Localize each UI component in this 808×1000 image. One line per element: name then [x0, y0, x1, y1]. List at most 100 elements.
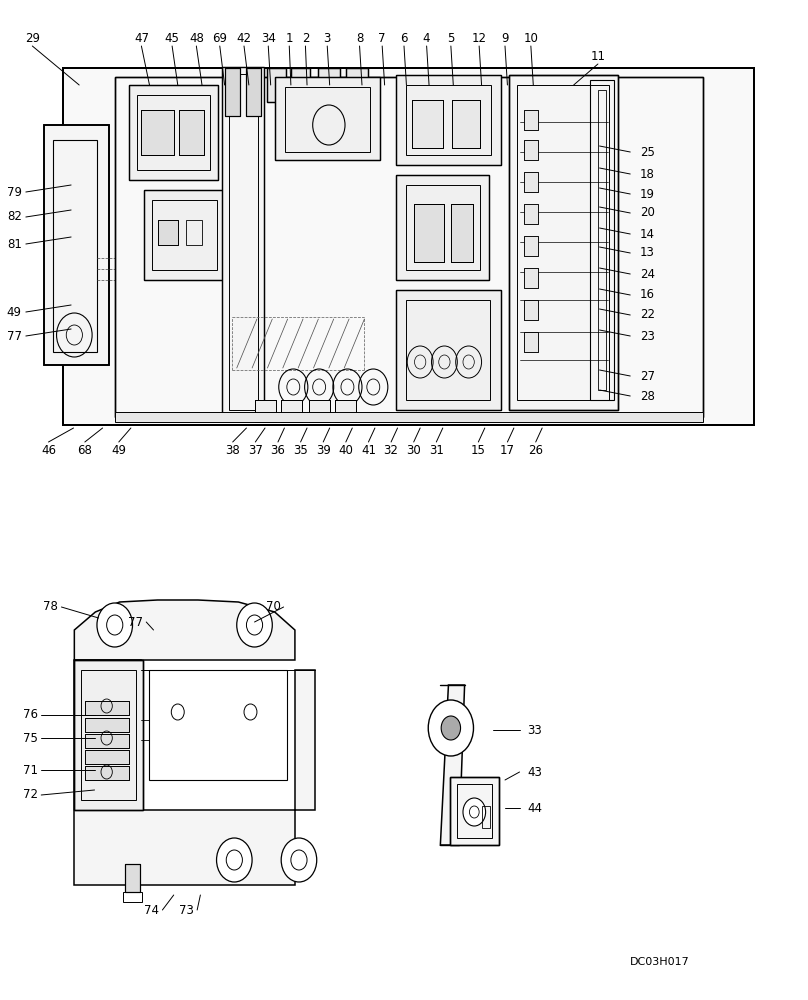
Text: 44: 44: [528, 802, 543, 814]
Bar: [85, 734, 129, 748]
Bar: [450, 777, 499, 845]
Bar: [346, 68, 368, 108]
Text: 4: 4: [423, 31, 431, 44]
Text: 68: 68: [78, 444, 92, 456]
Bar: [598, 90, 606, 390]
Text: 79: 79: [6, 186, 22, 198]
Text: 13: 13: [640, 246, 654, 259]
Bar: [246, 68, 261, 116]
Bar: [406, 185, 480, 270]
Bar: [115, 77, 703, 417]
Text: 48: 48: [189, 31, 204, 44]
Text: 31: 31: [429, 444, 444, 456]
Circle shape: [97, 603, 133, 647]
Text: 5: 5: [447, 31, 455, 44]
Polygon shape: [74, 600, 295, 660]
Bar: [318, 68, 340, 108]
Bar: [255, 400, 276, 422]
Bar: [396, 175, 489, 280]
Circle shape: [441, 716, 461, 740]
Text: 70: 70: [266, 600, 280, 613]
Bar: [524, 268, 538, 288]
Bar: [509, 75, 618, 410]
Text: 35: 35: [293, 444, 308, 456]
Circle shape: [217, 838, 252, 882]
Text: 16: 16: [640, 288, 655, 302]
Bar: [222, 67, 264, 417]
Bar: [115, 77, 703, 417]
Bar: [85, 734, 129, 748]
Bar: [125, 864, 140, 892]
Text: 76: 76: [23, 708, 38, 722]
Bar: [137, 95, 210, 170]
Bar: [396, 75, 501, 165]
Bar: [246, 68, 261, 116]
Bar: [74, 660, 143, 810]
Bar: [396, 290, 501, 410]
Bar: [524, 332, 538, 352]
Bar: [85, 718, 129, 732]
Bar: [85, 718, 129, 732]
Bar: [115, 412, 703, 422]
Text: 18: 18: [640, 167, 654, 180]
Text: 2: 2: [301, 31, 309, 44]
Bar: [451, 204, 473, 262]
Bar: [482, 806, 490, 828]
Text: 38: 38: [225, 444, 240, 456]
Bar: [524, 236, 538, 256]
Text: 78: 78: [44, 600, 58, 613]
Bar: [517, 85, 609, 400]
Text: 39: 39: [316, 444, 330, 456]
Bar: [85, 701, 129, 715]
Bar: [309, 400, 330, 422]
Bar: [225, 68, 240, 116]
Text: 22: 22: [640, 308, 655, 322]
Bar: [149, 670, 287, 780]
Polygon shape: [74, 660, 315, 885]
Bar: [412, 100, 443, 148]
Bar: [524, 172, 538, 192]
Text: 28: 28: [640, 389, 654, 402]
Bar: [524, 332, 538, 352]
Bar: [414, 204, 444, 262]
Bar: [267, 68, 286, 102]
Bar: [44, 125, 109, 365]
Text: 49: 49: [112, 444, 126, 456]
Text: 43: 43: [528, 766, 542, 778]
Bar: [85, 750, 129, 764]
Bar: [524, 236, 538, 256]
Bar: [451, 204, 473, 262]
Text: 42: 42: [237, 31, 251, 44]
Text: 77: 77: [128, 615, 143, 629]
Bar: [129, 85, 218, 180]
Bar: [406, 300, 490, 400]
Bar: [281, 400, 302, 422]
Bar: [179, 110, 204, 155]
Bar: [179, 110, 204, 155]
Text: 73: 73: [179, 904, 194, 916]
Text: 47: 47: [134, 31, 149, 44]
Text: 1: 1: [285, 31, 293, 44]
Bar: [452, 100, 480, 148]
Text: 82: 82: [7, 211, 22, 224]
Bar: [291, 68, 310, 102]
Bar: [524, 268, 538, 288]
Bar: [457, 784, 492, 838]
Bar: [335, 400, 356, 422]
Circle shape: [428, 700, 473, 756]
Text: 77: 77: [6, 330, 22, 342]
Text: 71: 71: [23, 764, 38, 776]
Text: 10: 10: [524, 31, 538, 44]
Text: 3: 3: [323, 31, 331, 44]
Text: 75: 75: [23, 732, 38, 744]
Bar: [590, 80, 614, 400]
Bar: [291, 68, 310, 102]
Bar: [281, 400, 302, 422]
Text: 69: 69: [213, 31, 227, 44]
Bar: [141, 110, 174, 155]
Bar: [524, 300, 538, 320]
Bar: [158, 220, 178, 245]
Text: 41: 41: [361, 444, 376, 456]
Bar: [81, 670, 136, 800]
Text: 45: 45: [165, 31, 179, 44]
